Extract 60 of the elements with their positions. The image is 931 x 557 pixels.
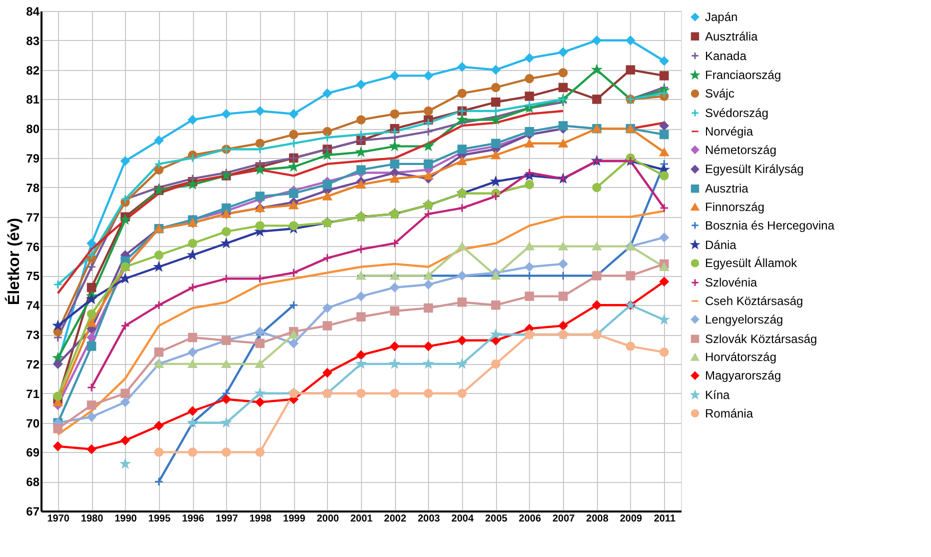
legend-label: Japán [705,10,738,24]
x-tick-label: 1990 [114,514,138,524]
legend-label: Svájc [705,86,734,101]
x-tick-label: 1997 [216,514,238,524]
y-tick-label: 75 [26,269,40,284]
legend-label: Finnország [705,200,764,214]
legend-label: Románia [705,406,754,420]
y-tick-label: 81 [26,92,40,107]
x-tick-label: 1996 [182,514,205,524]
legend-label: Németország [705,142,776,157]
y-tick-label: 80 [26,122,40,136]
y-tick-label: 84 [26,4,40,18]
y-tick-label: 78 [26,180,40,195]
x-tick-label: 2008 [586,514,609,524]
legend-label: Szlovák Köztársaság [705,332,818,346]
x-tick-label: 1995 [148,514,171,524]
x-tick-label: 2011 [654,514,676,524]
y-tick-label: 67 [26,504,40,518]
x-tick-label: 2001 [350,514,374,524]
legend-label: Kanada [705,48,747,63]
x-tick-label: 2002 [384,514,407,524]
y-tick-label: 82 [26,63,40,78]
y-tick-label: 83 [26,34,40,48]
y-tick-label: 72 [26,357,40,372]
legend-label: Kína [705,388,730,402]
x-tick-label: 1999 [283,514,306,524]
x-tick-label: 2009 [620,514,643,524]
y-tick-label: 77 [26,210,40,224]
y-tick-label: 73 [26,328,40,342]
y-axis-title: Életkor (év) [4,218,24,306]
y-tick-label: 76 [26,240,40,254]
x-tick-label: 1970 [47,514,70,524]
legend-label: Dánia [705,238,737,252]
x-tick-label: 1998 [249,514,272,524]
x-tick-label: 2003 [418,514,440,524]
legend-label: Norvégia [705,124,754,138]
y-tick-label: 79 [26,152,40,166]
legend-label: Magyarország [705,368,782,383]
legend-label: Egyesült Királyság [705,162,804,176]
x-tick-label: 2004 [451,514,474,524]
y-tick-label: 69 [26,446,40,460]
legend-label: Egyesült Államok [705,256,798,270]
x-tick-label: 2000 [316,514,340,524]
legend-label: Horvátország [705,350,776,364]
y-tick-label: 68 [26,475,40,490]
x-tick-label: 2007 [552,514,576,524]
y-tick-label: 71 [26,386,40,401]
legend-label: Ausztrália [705,29,758,44]
y-tick-label: 70 [26,416,40,430]
x-tick-label: 2005 [485,514,508,524]
legend-label: Szlovénia [705,276,758,290]
legend-label: Svédország [705,106,768,120]
legend-label: Franciaország [705,68,782,82]
y-tick-label: 74 [26,298,40,313]
legend-label: Cseh Köztársaság [705,294,804,308]
legend-label: Bosznia és Hercegovina [705,218,835,232]
legend-label: Ausztria [705,182,749,196]
x-tick-label: 1980 [80,514,104,524]
legend-label: Lengyelország [705,312,784,326]
x-tick-label: 2006 [518,514,542,524]
